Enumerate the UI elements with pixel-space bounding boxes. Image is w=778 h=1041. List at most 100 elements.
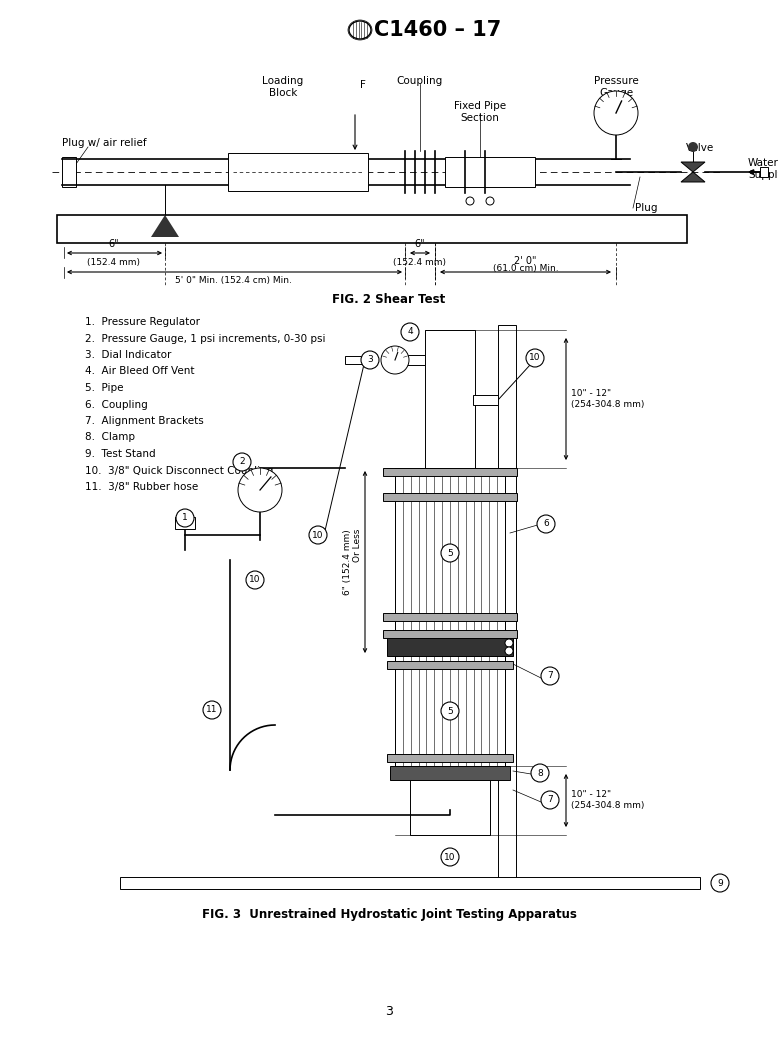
Circle shape	[531, 764, 549, 782]
Text: 10: 10	[312, 531, 324, 539]
Bar	[395, 656, 505, 766]
Text: 7.  Alignment Brackets: 7. Alignment Brackets	[85, 416, 204, 426]
Polygon shape	[151, 215, 179, 237]
Bar	[473, 395, 498, 405]
Text: C1460 – 17: C1460 – 17	[374, 20, 501, 40]
Text: 3: 3	[385, 1005, 393, 1018]
Circle shape	[441, 544, 459, 562]
Bar	[390, 766, 510, 780]
Text: 8: 8	[537, 768, 543, 778]
Text: F: F	[360, 80, 366, 90]
Bar	[62, 157, 76, 187]
Text: 5: 5	[447, 707, 453, 715]
Text: Plug: Plug	[635, 203, 657, 213]
Text: 9: 9	[717, 879, 723, 888]
Text: 10.  3/8" Quick Disconnect Coupling: 10. 3/8" Quick Disconnect Coupling	[85, 465, 273, 476]
Text: 5' 0" Min. (152.4 cm) Min.: 5' 0" Min. (152.4 cm) Min.	[175, 276, 292, 285]
Text: 7: 7	[547, 795, 553, 805]
Circle shape	[541, 667, 559, 685]
Circle shape	[246, 572, 264, 589]
Text: 6.  Coupling: 6. Coupling	[85, 400, 148, 409]
Text: 1: 1	[182, 513, 187, 523]
Text: 6" (152.4 mm)
Or Less: 6" (152.4 mm) Or Less	[342, 529, 362, 594]
Text: Fixed Pipe
Section: Fixed Pipe Section	[454, 101, 506, 123]
Circle shape	[309, 526, 327, 544]
Circle shape	[594, 91, 638, 135]
Bar	[383, 468, 517, 476]
Text: (152.4 mm): (152.4 mm)	[394, 258, 447, 266]
Text: 10: 10	[529, 354, 541, 362]
Text: 7: 7	[547, 671, 553, 681]
Text: (61.0 cm) Min.: (61.0 cm) Min.	[492, 264, 559, 273]
Text: 6: 6	[543, 519, 548, 529]
Bar	[400, 355, 425, 365]
Circle shape	[233, 453, 251, 471]
Bar	[383, 613, 517, 621]
Circle shape	[441, 702, 459, 720]
Circle shape	[312, 529, 324, 541]
Text: FIG. 3  Unrestrained Hydrostatic Joint Testing Apparatus: FIG. 3 Unrestrained Hydrostatic Joint Te…	[202, 908, 576, 921]
Text: 2' 0": 2' 0"	[514, 256, 537, 266]
Text: 10" - 12"
(254-304.8 mm): 10" - 12" (254-304.8 mm)	[571, 790, 644, 810]
Text: 6": 6"	[108, 239, 119, 249]
Bar	[425, 330, 475, 468]
Bar	[498, 325, 516, 888]
Bar	[410, 780, 490, 835]
Circle shape	[401, 323, 419, 341]
Text: Loading
Block: Loading Block	[262, 76, 303, 98]
Circle shape	[505, 648, 513, 655]
Text: 10: 10	[249, 576, 261, 584]
Bar	[383, 493, 517, 501]
Bar	[387, 661, 513, 669]
Circle shape	[381, 346, 409, 374]
Text: 1.  Pressure Regulator: 1. Pressure Regulator	[85, 318, 200, 327]
Circle shape	[176, 509, 194, 527]
Bar	[383, 630, 517, 638]
Circle shape	[441, 848, 459, 866]
Text: (152.4 mm): (152.4 mm)	[87, 258, 140, 266]
Circle shape	[361, 351, 379, 369]
Text: 5.  Pipe: 5. Pipe	[85, 383, 124, 393]
Bar	[57, 215, 687, 243]
Circle shape	[486, 197, 494, 205]
Circle shape	[238, 468, 282, 512]
Bar	[120, 877, 700, 889]
Text: 6": 6"	[415, 239, 426, 249]
Text: 2.  Pressure Gauge, 1 psi increments, 0-30 psi: 2. Pressure Gauge, 1 psi increments, 0-3…	[85, 333, 325, 344]
Bar	[175, 517, 195, 529]
Circle shape	[526, 349, 544, 367]
Text: Coupling: Coupling	[397, 76, 443, 86]
Text: 10" - 12"
(254-304.8 mm): 10" - 12" (254-304.8 mm)	[571, 389, 644, 409]
Circle shape	[249, 574, 261, 586]
Bar	[228, 153, 368, 191]
Circle shape	[541, 791, 559, 809]
Text: 9.  Test Stand: 9. Test Stand	[85, 449, 156, 459]
Text: 8.  Clamp: 8. Clamp	[85, 432, 135, 442]
Text: 4: 4	[407, 328, 413, 336]
Bar	[760, 167, 768, 177]
Circle shape	[537, 515, 555, 533]
Circle shape	[203, 701, 221, 719]
Text: Water
Supply: Water Supply	[748, 158, 778, 180]
Bar	[345, 356, 370, 364]
Text: Valve: Valve	[686, 143, 714, 153]
Text: 3: 3	[367, 355, 373, 364]
Text: 10: 10	[444, 853, 456, 862]
Text: 11: 11	[206, 706, 218, 714]
Text: Pressure
Gauge: Pressure Gauge	[594, 76, 639, 98]
Circle shape	[505, 639, 513, 648]
Circle shape	[688, 142, 698, 152]
Text: 3.  Dial Indicator: 3. Dial Indicator	[85, 350, 171, 360]
Polygon shape	[681, 172, 705, 182]
Text: Plug w/ air relief: Plug w/ air relief	[62, 138, 146, 148]
Text: 2: 2	[239, 457, 245, 466]
Bar	[395, 468, 505, 638]
Text: 4.  Air Bleed Off Vent: 4. Air Bleed Off Vent	[85, 366, 194, 377]
Circle shape	[711, 874, 729, 892]
Circle shape	[466, 197, 474, 205]
Text: 5: 5	[447, 549, 453, 558]
Polygon shape	[681, 162, 705, 172]
Text: 11.  3/8" Rubber hose: 11. 3/8" Rubber hose	[85, 482, 198, 492]
Bar	[387, 754, 513, 762]
Bar	[387, 638, 513, 656]
